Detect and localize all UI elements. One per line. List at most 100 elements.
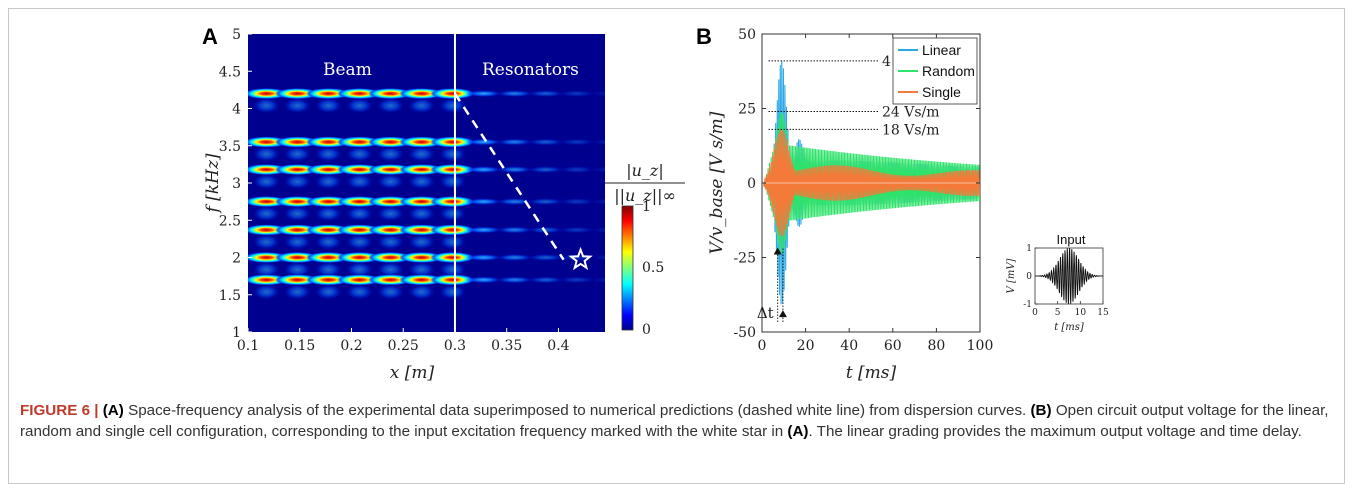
heatmap-lobe: [465, 198, 503, 206]
colorbar-tick-0: 0: [642, 322, 651, 338]
heatmap-lobe: [274, 196, 320, 208]
y-tick-label: -50: [733, 325, 756, 341]
heatmap-lobe: [305, 252, 351, 263]
heatmap-lobe: [274, 164, 320, 176]
colorbar-label-numerator: |u_z|: [626, 161, 664, 180]
heatmap-lobe: [496, 254, 534, 261]
heatmap-lobe: [589, 198, 605, 206]
heatmap-lobe: [368, 88, 414, 100]
heatmap-side-lobe: [407, 146, 436, 163]
caption-ref-a2: (A): [787, 423, 809, 440]
panel-b-xlabel: t [ms]: [846, 363, 897, 383]
x-tick-label: 80: [927, 338, 945, 354]
heatmap-lobe: [368, 196, 414, 208]
figure-canvas: A Beam Resonators 0.1 0.15 0.2 0.25 0.3 0.35 0…: [202, 24, 1109, 383]
heatmap-side-lobe: [345, 97, 374, 114]
panel-a-axes: 0.1 0.15 0.2 0.25 0.3 0.35 0.4 1 1.5 2 2.5 3 3.5 4 4.5…: [219, 27, 570, 354]
colorbar-tick-0-5: 0.5: [642, 260, 664, 276]
heatmap-side-lobe: [252, 173, 281, 190]
heatmap-side-lobe: [345, 146, 374, 163]
heatmap-bands: [248, 88, 605, 300]
heatmap-side-lobe: [252, 233, 281, 250]
heatmap-side-lobe: [407, 205, 436, 222]
panel-b-ylabel: V/v_base [V s/m]: [707, 111, 727, 254]
heatmap-side-lobe: [283, 146, 312, 163]
heatmap-lobe: [305, 224, 351, 236]
inset-y-tick-label: -1: [1023, 300, 1032, 310]
heatmap-side-lobe: [283, 233, 312, 250]
heatmap-lobe: [274, 136, 320, 148]
figure-frame: [8, 8, 1345, 484]
heatmap-lobe: [527, 166, 565, 174]
input-inset: Input 0 5 10 15-101 t [ms] V [mV]: [1006, 232, 1109, 333]
heatmap-lobe: [527, 254, 565, 261]
heatmap-side-lobe: [407, 233, 436, 250]
heatmap-lobe: [305, 88, 351, 100]
heatmap-lobe: [399, 136, 445, 148]
heatmap-lobe: [589, 226, 605, 234]
heatmap-side-lobe: [252, 261, 281, 278]
heatmap-lobe: [336, 88, 382, 100]
heatmap-lobe: [399, 274, 445, 286]
heatmap-side-lobe: [252, 205, 281, 222]
heatmap-lobe: [465, 90, 503, 98]
excitation-star-marker: [568, 246, 593, 271]
heatmap-lobe: [399, 224, 445, 236]
colorbar-gradient: [621, 205, 634, 331]
heatmap-lobe: [368, 252, 414, 263]
heatmap-side-lobe: [407, 283, 436, 300]
heatmap-lobe: [336, 136, 382, 148]
y-tick-label: 4: [232, 102, 241, 118]
y-tick-label: 25: [738, 102, 756, 118]
y-tick-label: 0: [747, 176, 756, 192]
legend: Linear Random Single: [892, 37, 978, 105]
region-label-beam: Beam: [323, 60, 372, 80]
inset-axes: 0 5 10 15-101: [1023, 244, 1109, 318]
x-tick-label: 0.1: [237, 338, 259, 354]
heatmap-side-lobe: [314, 173, 343, 190]
heatmap-lobe: [527, 138, 565, 146]
heatmap-lobe: [274, 252, 320, 263]
heatmap-lobe: [430, 196, 476, 208]
heatmap-lobe: [430, 224, 476, 236]
heatmap-lobe: [496, 138, 534, 146]
heatmap-lobe: [558, 226, 596, 234]
heatmap-lobe: [527, 226, 565, 234]
heatmap-side-lobe: [407, 173, 436, 190]
region-label-resonators: Resonators: [482, 60, 579, 80]
inset-title: Input: [1057, 232, 1086, 247]
heatmap-lobe: [368, 224, 414, 236]
heatmap-lobe: [305, 164, 351, 176]
inset-x-tick-label: 15: [1097, 308, 1109, 318]
heatmap-lobe: [399, 252, 445, 263]
caption-text-a: Space-frequency analysis of the experime…: [123, 402, 1031, 419]
heatmap-lobe: [274, 224, 320, 236]
panel-a-ylabel: f [kHz]: [203, 153, 223, 214]
caption-ref-b: (B): [1030, 402, 1052, 419]
heatmap-side-lobe: [438, 283, 467, 300]
y-tick-label: 5: [232, 27, 241, 43]
heatmap-side-lobe: [376, 283, 405, 300]
legend-label-single: Single: [922, 84, 961, 100]
inset-y-tick-label: 0: [1026, 272, 1032, 282]
x-tick-label: 0.2: [340, 338, 362, 354]
x-tick-label: 0.4: [547, 338, 569, 354]
heatmap-lobe: [336, 274, 382, 286]
heatmap-lobe: [558, 90, 596, 98]
heatmap-lobe: [558, 198, 596, 206]
panel-a-xlabel: x [m]: [390, 363, 435, 383]
heatmap-lobe: [589, 276, 605, 284]
inset-x-tick-label: 5: [1055, 308, 1061, 318]
y-tick-label: 3: [232, 176, 241, 192]
caption-text-b: Open circuit output voltage for the line…: [20, 402, 1329, 440]
panel-a: A Beam Resonators 0.1 0.15 0.2 0.25 0.3 0.35 0…: [202, 24, 685, 383]
heatmap-lobe: [589, 90, 605, 98]
heatmap-side-lobe: [283, 173, 312, 190]
delta-t-arrow: [773, 247, 782, 255]
heatmap-side-lobe: [252, 146, 281, 163]
heatmap-lobe: [558, 138, 596, 146]
legend-label-linear: Linear: [922, 42, 961, 58]
heatmap-side-lobe: [438, 233, 467, 250]
heatmap-side-lobe: [376, 97, 405, 114]
